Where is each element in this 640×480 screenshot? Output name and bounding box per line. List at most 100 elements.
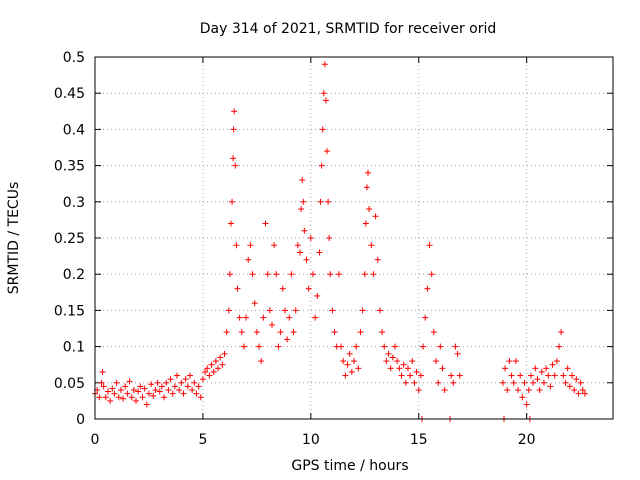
y-tick-label: 0.4 [63, 122, 85, 138]
data-point [284, 336, 291, 343]
data-point [262, 220, 269, 227]
x-tick-label: 10 [302, 432, 320, 448]
data-point [499, 379, 506, 386]
data-point [556, 343, 563, 350]
data-point [331, 329, 338, 336]
data-point [231, 108, 238, 115]
data-point [372, 213, 379, 220]
data-point [370, 271, 377, 278]
data-point [193, 390, 200, 397]
data-point [571, 387, 578, 394]
data-point [98, 379, 105, 386]
data-point [398, 372, 405, 379]
data-point [426, 242, 433, 249]
data-point [387, 365, 394, 372]
x-tick-label: 5 [198, 432, 207, 448]
data-point [534, 376, 541, 383]
data-point [275, 343, 282, 350]
data-point [515, 387, 522, 394]
data-point [232, 162, 239, 169]
data-point [281, 307, 288, 314]
data-point [186, 372, 193, 379]
data-point [229, 198, 236, 205]
data-point [506, 358, 513, 365]
data-point [562, 379, 569, 386]
x-axis-ticks: 0 5 10 15 20 [91, 57, 536, 448]
data-point [236, 314, 243, 321]
data-point [309, 271, 316, 278]
data-point [117, 387, 124, 394]
data-point [376, 307, 383, 314]
data-point [558, 329, 565, 336]
data-point [256, 343, 263, 350]
data-point [135, 388, 142, 395]
data-point [560, 372, 567, 379]
data-point [318, 162, 325, 169]
data-point [319, 126, 326, 133]
data-point [169, 390, 176, 397]
data-point [113, 379, 120, 386]
data-point [504, 387, 511, 394]
data-point [202, 368, 209, 375]
data-point [297, 249, 304, 256]
data-point [133, 397, 140, 404]
data-point [344, 361, 351, 368]
data-point [329, 307, 336, 314]
data-point [381, 343, 388, 350]
data-point [292, 307, 299, 314]
data-point [366, 206, 373, 213]
y-tick-label: 0.05 [54, 376, 85, 392]
data-point [385, 350, 392, 357]
data-point [150, 392, 157, 399]
data-point [433, 358, 440, 365]
data-point [564, 365, 571, 372]
data-point [167, 376, 174, 383]
data-point [212, 358, 219, 365]
data-point [174, 372, 181, 379]
data-point [197, 394, 204, 401]
data-point [435, 379, 442, 386]
data-point [353, 343, 360, 350]
data-point [392, 343, 399, 350]
data-point [517, 372, 524, 379]
y-tick-label: 0 [76, 412, 85, 428]
data-point [324, 148, 331, 155]
data-point [502, 365, 509, 372]
data-point [206, 372, 213, 379]
data-point [184, 383, 191, 390]
data-point [141, 385, 148, 392]
data-point [389, 354, 396, 361]
data-point [204, 365, 211, 372]
data-point [530, 379, 537, 386]
data-point [348, 368, 355, 375]
data-point [510, 379, 517, 386]
grid-lines [95, 57, 613, 419]
data-point [413, 368, 420, 375]
data-point [430, 329, 437, 336]
data-points [92, 61, 588, 422]
data-point [107, 397, 114, 404]
data-point [394, 358, 401, 365]
data-point [566, 383, 573, 390]
data-point [243, 314, 250, 321]
data-point [441, 387, 448, 394]
data-point [115, 394, 122, 401]
data-point [340, 358, 347, 365]
data-point [335, 271, 342, 278]
data-point [137, 383, 144, 390]
data-point [404, 365, 411, 372]
data-point [122, 383, 129, 390]
data-point [519, 394, 526, 401]
data-point [288, 271, 295, 278]
data-point [96, 394, 103, 401]
data-point [568, 372, 575, 379]
data-point [273, 271, 280, 278]
data-point [161, 394, 168, 401]
data-point [227, 220, 234, 227]
data-point [400, 361, 407, 368]
data-point [326, 235, 333, 241]
data-point [180, 390, 187, 397]
y-axis-ticks: 0 0.05 0.1 0.15 0.2 0.25 0.3 0.35 0.4 0.45 0.5 [54, 50, 613, 428]
data-point [540, 379, 547, 386]
